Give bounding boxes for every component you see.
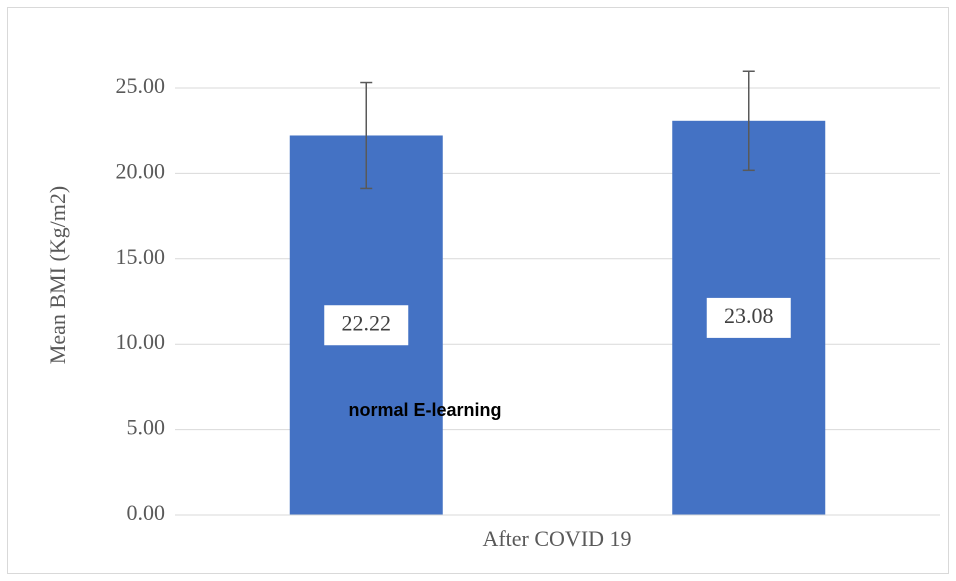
y-tick-label: 20.00 (116, 158, 166, 183)
annotation: normal E-learning (348, 400, 501, 420)
data-label: 23.08 (724, 303, 774, 328)
y-tick-label: 25.00 (116, 73, 166, 98)
data-label-box (706, 297, 791, 338)
data-label: 22.22 (342, 310, 392, 335)
data-label-box (324, 305, 409, 346)
x-axis-label: After COVID 19 (482, 526, 631, 551)
y-axis-label: Mean BMI (Kg/m2) (45, 186, 70, 364)
y-tick-label: 15.00 (116, 244, 166, 269)
y-tick-label: 0.00 (127, 500, 166, 525)
y-tick-label: 5.00 (127, 415, 166, 440)
y-tick-label: 10.00 (116, 329, 166, 354)
